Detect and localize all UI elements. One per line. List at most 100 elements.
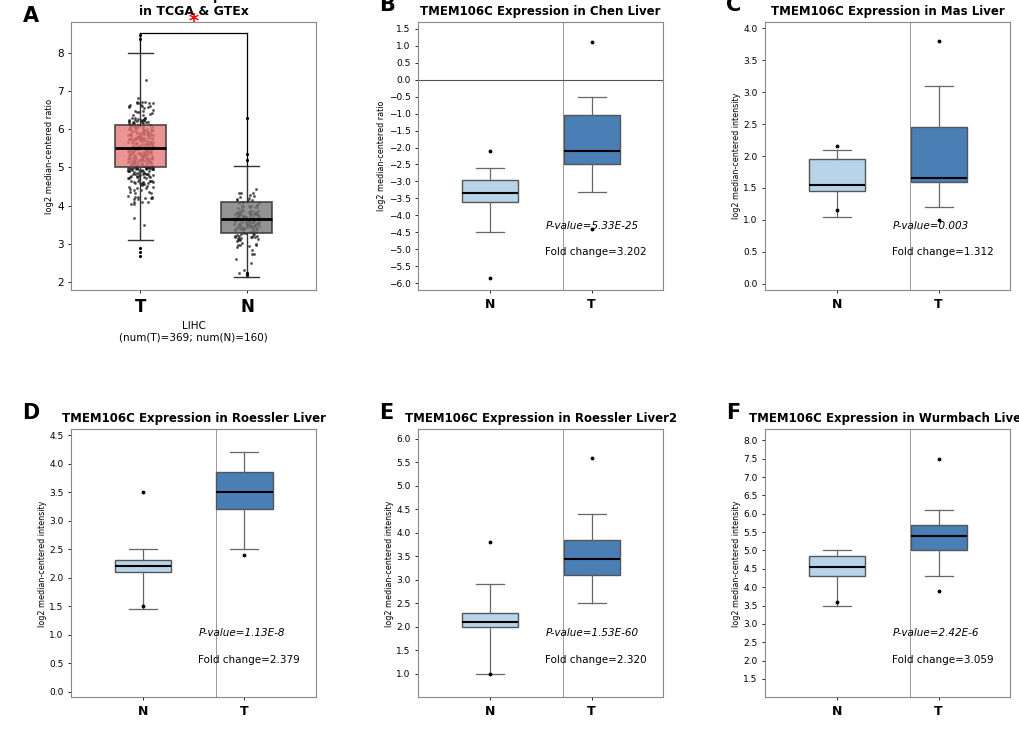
- Point: [133, 179, 150, 191]
- Point: [120, 116, 137, 128]
- Point: [121, 128, 138, 139]
- Point: [242, 212, 258, 224]
- Point: [138, 144, 154, 156]
- Point: [242, 209, 258, 221]
- Point: [123, 148, 140, 159]
- Point: [142, 175, 158, 187]
- Point: [137, 155, 153, 167]
- Point: [135, 176, 151, 188]
- Point: [122, 156, 139, 167]
- Point: [139, 139, 155, 151]
- Point: [246, 225, 262, 237]
- Point: [242, 205, 258, 217]
- Point: [247, 206, 263, 218]
- Point: [235, 222, 252, 234]
- Point: [141, 153, 157, 164]
- X-axis label: LIHC
(num(T)=369; num(N)=160): LIHC (num(T)=369; num(N)=160): [119, 321, 268, 343]
- Point: [145, 163, 161, 175]
- Point: [136, 128, 152, 139]
- Point: [234, 211, 251, 222]
- Point: [145, 104, 161, 116]
- Point: [245, 227, 261, 239]
- Point: [251, 212, 267, 224]
- Point: [128, 137, 145, 148]
- Point: [136, 178, 152, 189]
- Point: [145, 140, 161, 152]
- Point: [248, 227, 264, 239]
- Point: [124, 117, 141, 128]
- Point: [251, 214, 267, 225]
- Point: [130, 113, 147, 125]
- Title: TMEM106C Expression in Chen Liver: TMEM106C Expression in Chen Liver: [420, 5, 660, 18]
- Point: [119, 162, 136, 174]
- Point: [126, 161, 143, 173]
- Point: [230, 208, 247, 220]
- Point: [135, 178, 151, 189]
- Point: [233, 222, 250, 234]
- Point: [122, 121, 139, 133]
- Point: [234, 226, 251, 238]
- Point: [228, 222, 245, 234]
- Point: [128, 106, 145, 117]
- Point: [121, 183, 138, 195]
- Point: [144, 133, 160, 145]
- Point: [121, 181, 138, 192]
- Point: [138, 161, 154, 172]
- Point: [120, 123, 137, 135]
- Point: [125, 166, 142, 178]
- Point: [125, 145, 142, 157]
- Point: [231, 191, 248, 203]
- Point: [139, 145, 155, 156]
- Text: *: *: [189, 12, 199, 31]
- Point: [120, 152, 137, 164]
- Point: [125, 161, 142, 173]
- Point: [126, 142, 143, 153]
- Point: [125, 117, 142, 128]
- Point: [124, 137, 141, 149]
- Point: [229, 239, 246, 251]
- Point: [128, 115, 145, 127]
- Point: [122, 148, 139, 160]
- Point: [145, 176, 161, 188]
- Point: [143, 192, 159, 203]
- Point: [233, 196, 250, 208]
- Point: [139, 154, 155, 166]
- Point: [227, 253, 244, 265]
- Title: TMEM106C Expression
in TCGA & GTEx: TMEM106C Expression in TCGA & GTEx: [114, 0, 272, 18]
- Point: [133, 196, 150, 208]
- Point: [233, 186, 250, 198]
- Point: [131, 128, 148, 139]
- Point: [236, 222, 253, 234]
- Point: [226, 230, 243, 241]
- Point: [143, 128, 159, 140]
- Text: Fold change=2.379: Fold change=2.379: [199, 655, 300, 665]
- Point: [243, 217, 259, 229]
- Point: [144, 164, 160, 175]
- Point: [140, 148, 156, 160]
- Point: [128, 163, 145, 175]
- Point: [140, 132, 156, 144]
- Point: [138, 116, 154, 128]
- Point: [139, 181, 155, 192]
- Point: [139, 137, 155, 149]
- Point: [124, 159, 141, 170]
- Point: [235, 222, 252, 234]
- Point: [121, 165, 138, 177]
- Point: [141, 160, 157, 172]
- Point: [132, 140, 149, 152]
- Point: [137, 143, 153, 155]
- Point: [144, 192, 160, 204]
- Point: [121, 162, 138, 174]
- Point: [127, 153, 144, 165]
- Point: [132, 114, 149, 126]
- Point: [230, 208, 247, 219]
- Point: [240, 192, 257, 204]
- Point: [240, 240, 257, 252]
- Point: [135, 126, 151, 138]
- Point: [144, 192, 160, 203]
- Point: [144, 143, 160, 155]
- Point: [126, 141, 143, 153]
- Point: [129, 140, 146, 152]
- Point: [132, 155, 149, 167]
- Point: [122, 198, 139, 210]
